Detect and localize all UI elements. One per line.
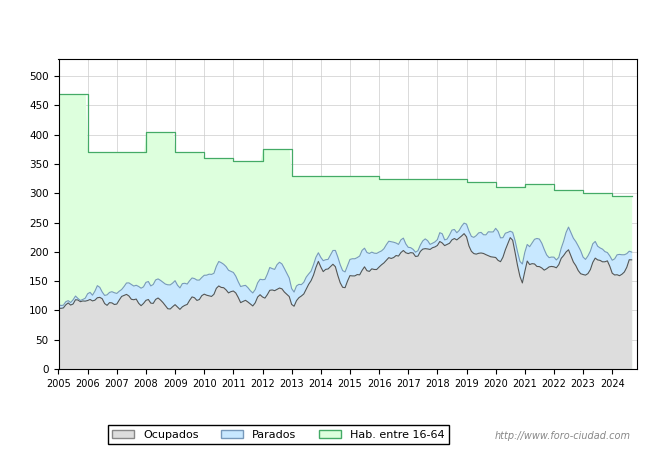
Text: http://www.foro-ciudad.com: http://www.foro-ciudad.com [495, 431, 630, 441]
Text: Crémenes - Evolucion de la poblacion en edad de Trabajar Septiembre de 2024: Crémenes - Evolucion de la poblacion en … [60, 17, 590, 30]
Legend: Ocupados, Parados, Hab. entre 16-64: Ocupados, Parados, Hab. entre 16-64 [108, 425, 449, 444]
